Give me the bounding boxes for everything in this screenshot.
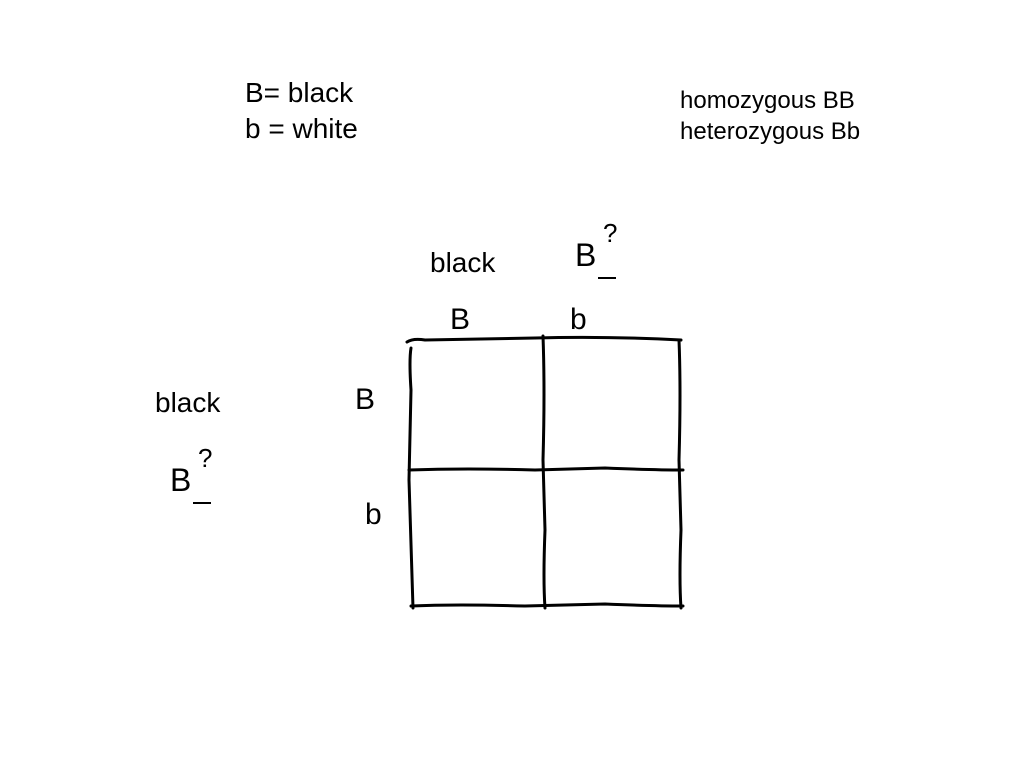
allele-key-line2: b = white — [245, 111, 358, 147]
left-geno-prefix: B — [170, 462, 191, 498]
punnett-square — [405, 330, 685, 610]
zygosity-line2: heterozygous Bb — [680, 116, 860, 147]
top-parent-phenotype: black — [430, 245, 495, 281]
top-geno-question: ? — [603, 217, 617, 251]
left-parent-genotype: B ? — [170, 460, 211, 504]
punnett-row-2: b — [365, 495, 382, 534]
top-geno-prefix: B — [575, 237, 596, 273]
allele-key-line1: B= black — [245, 75, 358, 111]
zygosity-notes: homozygous BB heterozygous Bb — [680, 85, 860, 147]
zygosity-line1: homozygous BB — [680, 85, 860, 116]
allele-key: B= black b = white — [245, 75, 358, 148]
punnett-row-1: B — [355, 380, 375, 419]
left-parent-phenotype: black — [155, 385, 220, 421]
left-geno-question: ? — [198, 442, 212, 476]
top-parent-genotype: B ? — [575, 235, 616, 279]
punnett-grid-svg — [405, 330, 685, 610]
